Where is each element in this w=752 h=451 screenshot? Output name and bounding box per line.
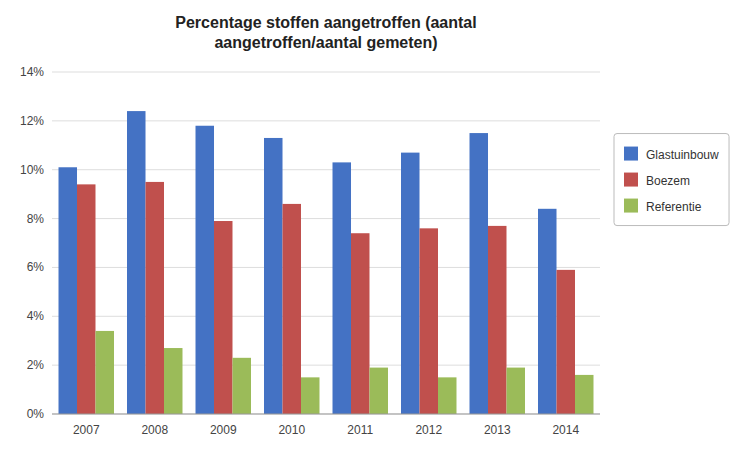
bar (557, 270, 575, 414)
bar (59, 167, 77, 414)
legend-swatch (624, 147, 638, 161)
y-tick-label: 14% (20, 65, 44, 79)
x-tick-label: 2008 (141, 423, 168, 437)
legend-label: Boezem (646, 174, 690, 188)
bar (369, 368, 387, 414)
legend-swatch (624, 173, 638, 187)
title-line: Percentage stoffen aangetroffen (aantal (175, 14, 476, 31)
y-tick-label: 2% (27, 358, 45, 372)
y-axis: 0% 2% 4% 6% 8% 10% 12% 14% (20, 65, 44, 421)
grid-line (52, 414, 600, 415)
bar (420, 228, 438, 414)
x-tick-label: 2013 (484, 423, 511, 437)
legend-label: Referentie (646, 200, 702, 214)
series (77, 182, 575, 414)
bar (470, 133, 488, 414)
bar (95, 331, 113, 414)
x-tick-label: 2010 (278, 423, 305, 437)
bar (164, 348, 182, 414)
bar (538, 209, 556, 414)
bar (196, 126, 214, 414)
bars (59, 111, 594, 414)
y-tick-label: 4% (27, 309, 45, 323)
x-axis-line (52, 414, 600, 415)
title: Percentage stoffen aangetroffen (aantal a… (175, 14, 476, 51)
x-tick-label: 2009 (210, 423, 237, 437)
legend-frame (614, 134, 729, 226)
bar (232, 358, 250, 414)
x-tick-label: 2007 (73, 423, 100, 437)
legend-swatch (624, 199, 638, 213)
x-axis: 2007 2008 2009 2010 2011 2012 2013 2014 (52, 414, 600, 437)
y-tick-label: 0% (27, 407, 45, 421)
bar (264, 138, 282, 414)
bar (146, 182, 164, 414)
series (59, 111, 557, 414)
x-tick-label: 2012 (415, 423, 442, 437)
y-grid (52, 72, 600, 414)
bar (283, 204, 301, 414)
bar (127, 111, 145, 414)
bar (77, 184, 95, 414)
y-tick-label: 12% (20, 114, 44, 128)
bar (333, 162, 351, 414)
bar (351, 233, 369, 414)
grid-line (52, 72, 600, 73)
y-tick-label: 8% (27, 212, 45, 226)
legend: Glastuinbouw Boezem Referentie (614, 134, 729, 226)
y-tick-label: 6% (27, 260, 45, 274)
bar (401, 153, 419, 414)
bar (506, 368, 524, 414)
series (95, 331, 593, 414)
x-tick-label: 2014 (552, 423, 579, 437)
bar (214, 221, 232, 414)
chart: Percentage stoffen aangetroffen (aantal a… (0, 0, 752, 451)
bar (438, 377, 456, 414)
bar (301, 377, 319, 414)
x-tick-label: 2011 (347, 423, 373, 437)
bar (575, 375, 593, 414)
title-line: aangetroffen/aantal gemeten) (214, 34, 437, 51)
y-tick-label: 10% (20, 163, 44, 177)
bar (488, 226, 506, 414)
legend-label: Glastuinbouw (646, 148, 719, 162)
